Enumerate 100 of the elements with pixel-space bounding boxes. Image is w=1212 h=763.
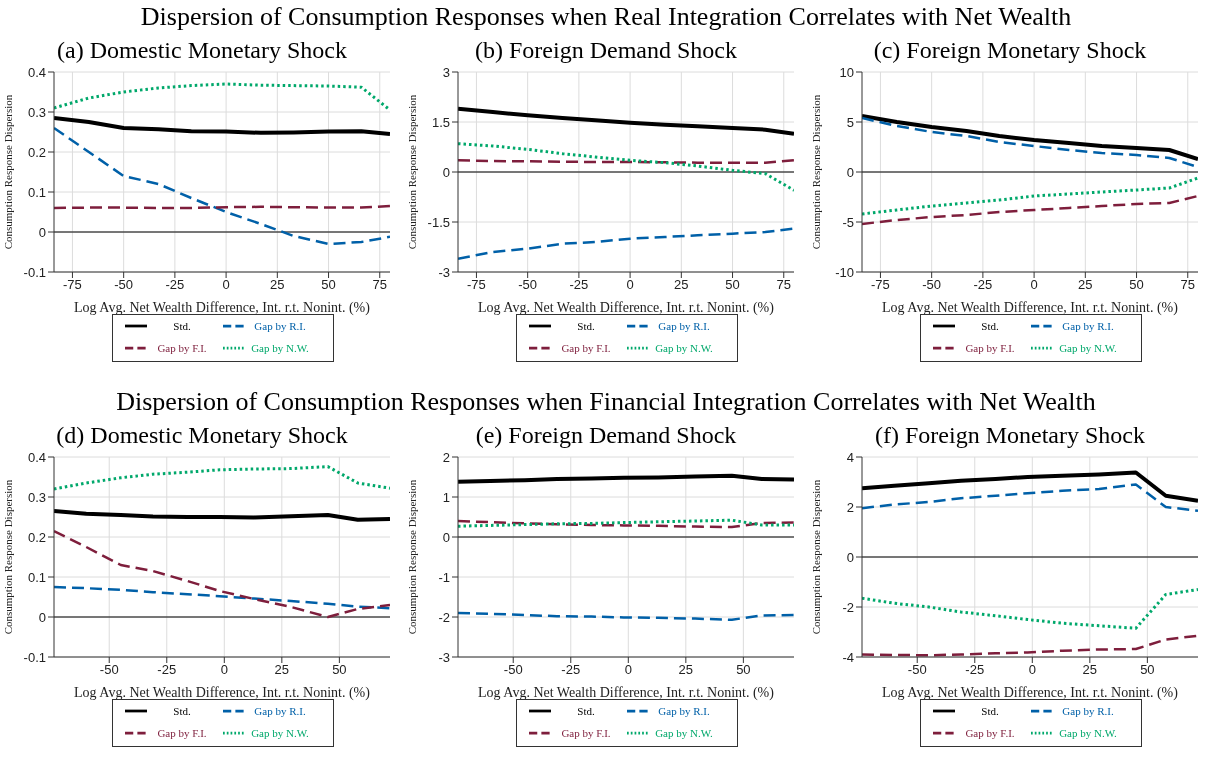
line-series [458, 142, 794, 192]
x-axis-title: Log Avg. Net Wealth Difference, Int. r.t. Nonint. (%) [74, 685, 371, 701]
line-series [458, 106, 794, 136]
line-series [54, 509, 390, 522]
x-tick-label: -25 [561, 662, 581, 678]
y-tick-label: 0 [846, 164, 854, 180]
x-tick-label: -25 [569, 277, 589, 293]
legend-label: Gap by R.I. [1061, 319, 1115, 332]
y-tick-label: 0.3 [27, 104, 46, 120]
legend-label: Gap by N.W. [654, 341, 714, 354]
line-series [54, 116, 390, 136]
legend-label: Gap by N.W. [250, 341, 310, 354]
y-axis-title: Consumption Response Dispersion [1, 94, 14, 250]
y-tick-label: -2 [842, 599, 854, 615]
legend-label: Gap by R.I. [657, 319, 711, 332]
y-tick-label: -3 [438, 649, 450, 665]
line-series [862, 470, 1198, 503]
legend-label: Std. [980, 319, 1000, 332]
y-tick-label: 0.4 [27, 449, 46, 465]
text: Dispersion of Consumption Responses when Real Integration Correlates with Net Wealth [139, 1, 1073, 33]
x-tick-label: -50 [518, 277, 538, 293]
x-axis-title: Log Avg. Net Wealth Difference, Int. r.t. Nonint. (%) [74, 300, 371, 316]
y-tick-label: 0 [38, 224, 46, 240]
legend-label: Gap by F.I. [560, 341, 612, 354]
chart-subtitle: (d) Domestic Monetary Shock [55, 421, 349, 450]
y-axis-title: Consumption Response Dispersion [405, 94, 418, 250]
x-tick-label: 0 [220, 662, 228, 678]
y-tick-label: 3 [442, 64, 450, 80]
chart-subtitle: (c) Foreign Monetary Shock [872, 36, 1148, 65]
x-axis-title: Log Avg. Net Wealth Difference, Int. r.t. Nonint. (%) [882, 685, 1179, 701]
y-tick-label: 0.2 [27, 144, 46, 160]
y-tick-label: -5 [842, 214, 854, 230]
y-tick-label: 0.1 [27, 569, 46, 585]
x-tick-label: 50 [1129, 277, 1144, 293]
x-tick-label: 50 [736, 662, 751, 678]
chart-subtitle: (f) Foreign Monetary Shock [874, 421, 1146, 450]
x-axis-title: Log Avg. Net Wealth Difference, Int. r.t. Nonint. (%) [882, 300, 1179, 316]
x-tick-label: -25 [973, 277, 993, 293]
line-series [54, 585, 390, 610]
legend-label: Gap by F.I. [964, 341, 1016, 354]
line-series [54, 529, 390, 619]
line-series [54, 126, 390, 246]
y-tick-label: -3 [438, 264, 450, 280]
legend-label: Gap by F.I. [560, 726, 612, 739]
line-series [862, 194, 1198, 226]
y-tick-label: 0.2 [27, 529, 46, 545]
x-tick-label: 0 [624, 662, 632, 678]
line-series [862, 114, 1198, 161]
line-series [862, 588, 1198, 630]
y-tick-label: 0.4 [27, 64, 46, 80]
legend-label: Gap by F.I. [964, 726, 1016, 739]
x-tick-label: 25 [1078, 277, 1093, 293]
legend-label: Std. [172, 319, 192, 332]
y-tick-label: -1.5 [427, 214, 450, 230]
line-series [458, 473, 794, 484]
y-tick-label: -10 [835, 264, 854, 280]
x-tick-label: -25 [165, 277, 185, 293]
x-tick-label: 25 [270, 277, 285, 293]
y-tick-label: 0 [846, 549, 854, 565]
text: Dispersion of Consumption Responses when Financial Integration Correlates with Net Wealth [115, 386, 1097, 418]
legend-label: Std. [576, 704, 596, 717]
x-axis-title: Log Avg. Net Wealth Difference, Int. r.t. Nonint. (%) [478, 685, 775, 701]
x-tick-label: 50 [332, 662, 347, 678]
x-tick-label: -50 [907, 662, 927, 678]
line-series [54, 82, 390, 112]
chart-subtitle: (a) Domestic Monetary Shock [56, 36, 348, 65]
legend-label: Std. [576, 319, 596, 332]
line-series [862, 483, 1198, 512]
x-axis-title: Log Avg. Net Wealth Difference, Int. r.t. Nonint. (%) [478, 300, 775, 316]
y-tick-label: -2 [438, 609, 450, 625]
legend-label: Std. [980, 704, 1000, 717]
x-tick-label: 25 [678, 662, 694, 678]
line-series [862, 176, 1198, 216]
y-tick-label: 5 [846, 114, 854, 130]
y-tick-label: 10 [839, 64, 854, 80]
y-axis-title: Consumption Response Dispersion [809, 479, 822, 635]
y-tick-label: 4 [846, 449, 854, 465]
x-tick-label: -25 [157, 662, 177, 678]
legend-label: Gap by N.W. [1058, 726, 1118, 739]
line-series [458, 227, 794, 260]
y-tick-label: -4 [842, 649, 854, 665]
legend-label: Gap by F.I. [156, 726, 208, 739]
y-tick-label: 1 [442, 489, 450, 505]
y-tick-label: 2 [442, 449, 450, 465]
legend-label: Gap by F.I. [156, 341, 208, 354]
legend-label: Gap by R.I. [657, 704, 711, 717]
y-tick-label: 0 [442, 164, 450, 180]
y-tick-label: -1 [438, 569, 450, 585]
x-tick-label: 0 [1030, 277, 1038, 293]
x-tick-label: 75 [1180, 277, 1195, 293]
y-tick-label: 0 [442, 529, 450, 545]
legend-label: Gap by N.W. [1058, 341, 1118, 354]
x-tick-label: -50 [114, 277, 134, 293]
x-tick-label: 50 [321, 277, 336, 293]
y-tick-label: 0 [38, 609, 46, 625]
x-tick-label: 25 [674, 277, 689, 293]
y-axis-title: Consumption Response Dispersion [809, 94, 822, 250]
y-axis-title: Consumption Response Dispersion [405, 479, 418, 635]
x-tick-label: -75 [871, 277, 890, 293]
legend-label: Gap by N.W. [654, 726, 714, 739]
